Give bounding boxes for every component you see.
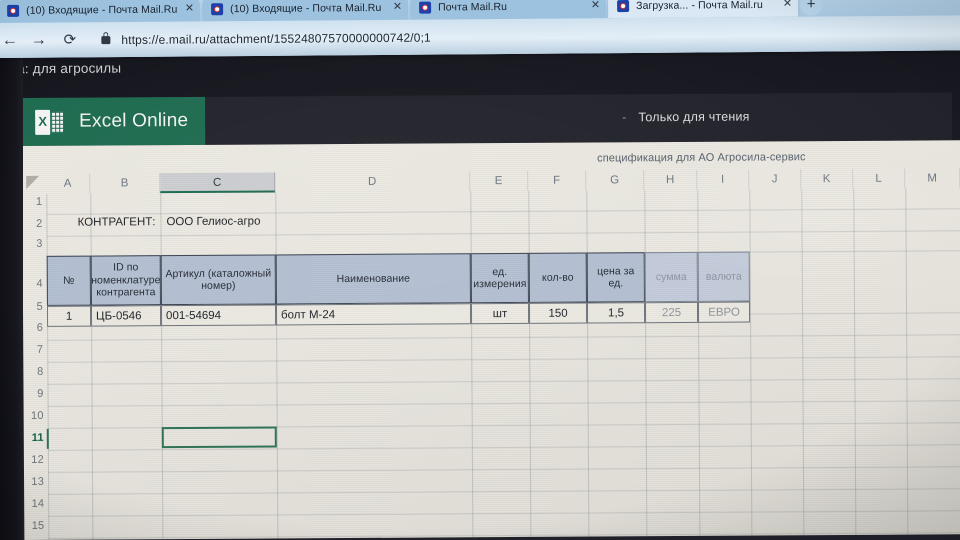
row-header-12[interactable]: 12	[31, 453, 44, 466]
browser-chrome: (10) Входящие - Почта Mail.Ru ✕ (10) Вхо…	[0, 0, 960, 58]
read-only-status: - Только для чтения	[622, 110, 750, 125]
row-header-1[interactable]: 1	[35, 195, 43, 208]
contractor-value[interactable]: ООО Гелиос-агро	[166, 215, 261, 229]
table-header-currency: валюта	[697, 251, 750, 302]
table-header-name: Наименование	[275, 253, 471, 305]
row-header-column[interactable]: 1 2 3 4 5 6 7 8 9 10 11 12 13 14 15 16 1…	[22, 194, 48, 540]
address-bar-url[interactable]: https://e.mail.ru/attachment/15524807570…	[121, 30, 431, 47]
table-cell-name[interactable]: болт М-24	[275, 303, 472, 326]
sheet-caption: спецификация для АО Агросила-сервис	[597, 151, 806, 165]
table-header-no: №	[46, 255, 91, 306]
grid-lines	[46, 188, 960, 540]
browser-tab-3-title: Почта Mail.Ru	[438, 0, 508, 14]
mailru-favicon-icon	[211, 2, 224, 15]
browser-tab-2-title: (10) Входящие - Почта Mail.Ru	[230, 1, 382, 15]
column-header-m[interactable]: M	[905, 168, 960, 189]
browser-tab-1-close-icon[interactable]: ✕	[184, 2, 195, 15]
active-row-indicator	[46, 428, 49, 449]
row-header-9[interactable]: 9	[37, 387, 44, 400]
table-header-unit: ед. измерения	[470, 252, 529, 304]
row-header-11[interactable]: 11	[31, 431, 44, 444]
mailru-favicon-icon	[617, 0, 630, 12]
row-header-5[interactable]: 5	[36, 300, 44, 313]
mailru-favicon-icon	[419, 1, 432, 14]
reload-icon[interactable]: ⟳	[63, 31, 77, 49]
excel-online-logo[interactable]: Excel Online	[22, 96, 206, 146]
row-header-8[interactable]: 8	[37, 365, 44, 378]
table-cell-qty[interactable]: 150	[528, 302, 588, 324]
mailru-favicon-icon	[7, 4, 20, 17]
browser-tab-4[interactable]: Загрузка... - Почта Mail.ru ✕	[607, 0, 799, 19]
browser-tab-4-close-icon[interactable]: ✕	[782, 0, 793, 10]
table-header-article: Артикул (каталожный номер)	[160, 254, 276, 306]
column-header-a[interactable]: A	[46, 173, 91, 194]
browser-tab-4-title: Загрузка... - Почта Mail.ru	[636, 0, 763, 12]
forward-arrow-icon[interactable]: →	[30, 31, 47, 49]
app-name-label: Excel Online	[79, 109, 189, 132]
select-all-corner-icon[interactable]	[26, 175, 40, 189]
browser-tab-1-title: (10) Входящие - Почта Mail.Ru	[26, 3, 178, 17]
column-header-g[interactable]: G	[586, 170, 645, 191]
page-title: рина: для агросилы	[0, 60, 122, 77]
row-header-14[interactable]: 14	[31, 497, 45, 510]
row-header-3[interactable]: 3	[36, 237, 43, 250]
column-header-j[interactable]: J	[749, 169, 802, 190]
column-header-b[interactable]: B	[90, 173, 161, 194]
table-cell-unit-price[interactable]: 1,5	[586, 302, 646, 324]
row-header-6[interactable]: 6	[36, 321, 44, 334]
column-header-e[interactable]: E	[470, 170, 529, 192]
table-cell-article[interactable]: 001-54694	[160, 304, 277, 327]
read-only-label: Только для чтения	[638, 109, 750, 125]
browser-tab-2-close-icon[interactable]: ✕	[392, 0, 403, 13]
table-cell-total[interactable]: 225	[644, 301, 699, 324]
row-header-15[interactable]: 15	[31, 519, 45, 532]
separator-dash: -	[622, 110, 627, 125]
row-header-2[interactable]: 2	[36, 217, 43, 230]
table-header-contractor-id: ID по номенклатуре контрагента	[90, 255, 161, 306]
table-cell-currency[interactable]: ЕВРО	[697, 301, 751, 323]
column-header-l[interactable]: L	[853, 168, 906, 189]
row-header-4[interactable]: 4	[36, 277, 43, 290]
table-header-total: сумма	[644, 251, 698, 303]
browser-tab-3[interactable]: Почта Mail.Ru ✕	[410, 0, 607, 20]
table-header-qty: кол-во	[528, 252, 587, 303]
excel-online-topbar: Excel Online -Только для чтения	[22, 92, 953, 146]
table-cell-contractor-id[interactable]: ЦБ-0546	[90, 305, 162, 327]
table-cell-no[interactable]: 1	[46, 305, 92, 327]
back-arrow-icon[interactable]: ←	[1, 31, 18, 49]
column-header-c[interactable]: C	[160, 172, 276, 194]
excel-icon	[35, 108, 64, 135]
row-header-7[interactable]: 7	[36, 343, 44, 356]
table-header-unit-price: цена за ед.	[586, 252, 645, 303]
table-cell-unit[interactable]: шт	[470, 302, 530, 325]
column-header-h[interactable]: H	[644, 169, 698, 191]
column-header-i[interactable]: I	[697, 169, 750, 190]
browser-tab-3-close-icon[interactable]: ✕	[590, 0, 601, 12]
active-cell-c11[interactable]	[161, 426, 277, 449]
contractor-label: КОНТРАГЕНТ:	[77, 216, 156, 229]
column-header-k[interactable]: K	[801, 168, 854, 190]
row-header-10[interactable]: 10	[30, 409, 44, 422]
browser-tab-1[interactable]: (10) Входящие - Почта Mail.Ru ✕	[0, 0, 201, 23]
browser-tab-2[interactable]: (10) Входящие - Почта Mail.Ru ✕	[202, 0, 409, 22]
row-header-13[interactable]: 13	[31, 475, 45, 488]
column-header-d[interactable]: D	[275, 171, 471, 193]
spreadsheet-surface[interactable]: спецификация для АО Агросила-сервис A B …	[22, 140, 960, 540]
new-tab-button[interactable]: +	[800, 0, 823, 16]
lock-icon	[101, 35, 111, 44]
column-header-f[interactable]: F	[528, 170, 587, 191]
